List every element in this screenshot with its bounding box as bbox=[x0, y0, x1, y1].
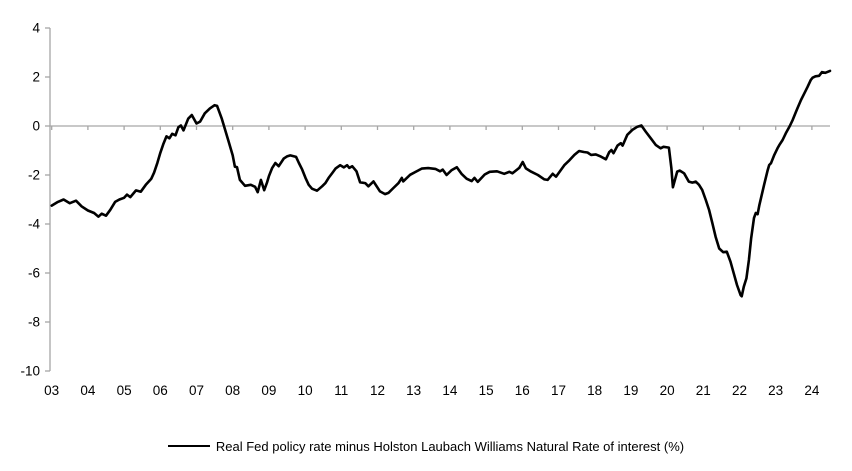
x-tick-label: 03 bbox=[44, 383, 59, 398]
x-tick-label: 18 bbox=[587, 383, 602, 398]
legend-label: Real Fed policy rate minus Holston Lauba… bbox=[215, 438, 685, 454]
y-tick-label: -10 bbox=[20, 364, 40, 379]
x-tick-label: 05 bbox=[117, 383, 132, 398]
x-tick-label: 24 bbox=[804, 383, 820, 398]
series-layer bbox=[50, 69, 832, 298]
x-tick-label: 22 bbox=[732, 383, 747, 398]
y-tick-label: -2 bbox=[28, 168, 40, 183]
x-tick-label: 14 bbox=[442, 383, 458, 398]
x-tick-label: 07 bbox=[189, 383, 204, 398]
chart-legend: Real Fed policy rate minus Holston Lauba… bbox=[0, 434, 852, 458]
axes-layer bbox=[45, 27, 830, 372]
x-tick-label: 10 bbox=[298, 383, 313, 398]
x-tick-label: 12 bbox=[370, 383, 385, 398]
x-tick-label: 04 bbox=[80, 383, 96, 398]
y-tick-label: -4 bbox=[28, 217, 40, 232]
x-tick-label: 15 bbox=[479, 383, 494, 398]
series-line bbox=[50, 69, 832, 298]
legend-line-sample bbox=[167, 445, 210, 447]
x-tick-label: 13 bbox=[406, 383, 421, 398]
x-tick-label: 08 bbox=[225, 383, 240, 398]
x-tick-label: 11 bbox=[334, 383, 348, 398]
x-tick-label: 23 bbox=[768, 383, 783, 398]
x-tick-label: 16 bbox=[515, 383, 530, 398]
x-tick-label: 21 bbox=[696, 383, 711, 398]
y-tick-label: 2 bbox=[32, 70, 40, 85]
y-tick-label: -6 bbox=[28, 266, 40, 281]
x-tick-label: 09 bbox=[261, 383, 276, 398]
x-tick-label: 19 bbox=[623, 383, 638, 398]
y-tick-label: 4 bbox=[32, 21, 40, 36]
x-tick-label: 20 bbox=[660, 383, 675, 398]
y-tick-label: 0 bbox=[32, 119, 40, 134]
x-tick-label: 06 bbox=[153, 383, 168, 398]
x-tick-label: 17 bbox=[551, 383, 566, 398]
y-tick-label: -8 bbox=[28, 315, 40, 330]
